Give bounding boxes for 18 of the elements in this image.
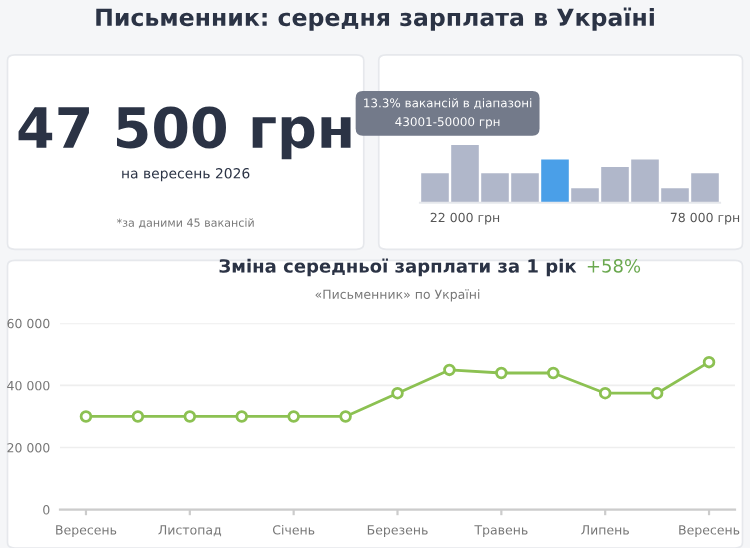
point bbox=[235, 410, 248, 423]
point bbox=[131, 410, 145, 423]
point bbox=[547, 366, 560, 380]
text: Письменник: середня зарплата в Україні bbox=[96, 7, 654, 31]
chart-title: Зміна середньої зарплати за 1 рік bbox=[219, 258, 577, 277]
text: +58% bbox=[587, 259, 641, 273]
point bbox=[702, 355, 716, 369]
point bbox=[650, 386, 664, 400]
point bbox=[598, 386, 612, 400]
text: 47 500 грн bbox=[18, 106, 351, 160]
point bbox=[443, 363, 456, 377]
point bbox=[79, 410, 93, 423]
point bbox=[183, 410, 197, 423]
point bbox=[339, 410, 352, 423]
point bbox=[391, 386, 404, 400]
bar bbox=[541, 159, 569, 203]
point bbox=[495, 366, 508, 380]
point bbox=[287, 410, 300, 423]
